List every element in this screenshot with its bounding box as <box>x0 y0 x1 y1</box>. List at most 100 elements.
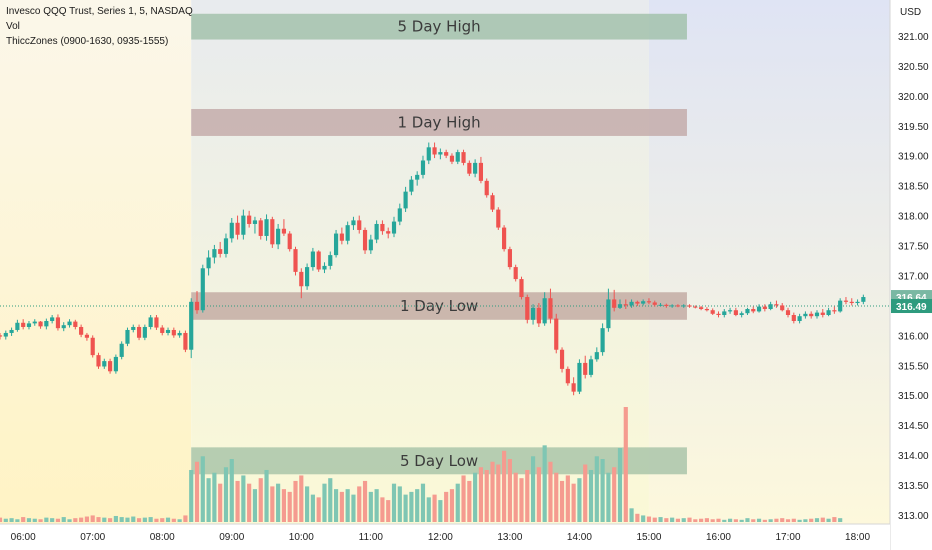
candle-body <box>473 162 478 174</box>
candle-body <box>635 301 640 304</box>
candle-body <box>194 301 200 311</box>
volume-bar <box>809 518 814 522</box>
candle-body <box>270 219 275 245</box>
candle-body <box>455 152 460 162</box>
volume-bar <box>310 494 315 522</box>
candle-body <box>84 334 89 338</box>
volume-bar <box>583 464 588 522</box>
candle-body <box>641 301 646 304</box>
candle-body <box>693 306 698 308</box>
candle-body <box>774 304 779 306</box>
session-bg-premarket <box>0 0 192 524</box>
candle-body <box>264 219 269 236</box>
price-tick-label: 315.00 <box>898 391 929 402</box>
volume-bar <box>339 491 344 522</box>
candle-body <box>345 225 350 241</box>
candle-body <box>96 355 101 367</box>
candle-body <box>160 327 165 333</box>
volume-bar <box>67 519 72 522</box>
volume-bar <box>391 483 397 522</box>
volume-bar <box>426 497 431 522</box>
candle-body <box>733 310 738 315</box>
volume-bar <box>739 519 744 522</box>
volume-bar <box>374 489 379 522</box>
candle-body <box>374 223 379 240</box>
candle-body <box>50 317 55 321</box>
candle-body <box>646 301 652 303</box>
volume-bar <box>136 518 142 522</box>
volume-bar <box>716 518 721 522</box>
volume-bar <box>21 517 26 522</box>
volume-bar <box>84 516 89 522</box>
volume-bar <box>751 519 756 522</box>
volume-bar <box>814 518 820 522</box>
candle-body <box>0 335 3 337</box>
candle-body <box>502 227 507 250</box>
volume-bar <box>733 519 738 522</box>
volume-bar <box>577 478 582 522</box>
price-tick-label: 315.50 <box>898 361 929 372</box>
volume-bar <box>44 517 49 522</box>
price-tick-label: 319.00 <box>898 152 929 163</box>
volume-bar <box>693 519 698 522</box>
volume-bar <box>113 515 118 522</box>
candle-body <box>136 326 142 338</box>
volume-bar <box>9 518 14 522</box>
legend-volume[interactable]: Vol <box>6 21 20 32</box>
candle-body <box>247 215 252 224</box>
candle-body <box>849 301 854 304</box>
volume-bar <box>756 518 762 522</box>
candle-body <box>252 220 258 224</box>
time-tick-label: 18:00 <box>845 532 870 543</box>
volume-bar <box>368 491 373 522</box>
candle-body <box>55 317 61 329</box>
candle-body <box>432 147 437 155</box>
candle-body <box>183 332 188 350</box>
candle-body <box>791 314 796 321</box>
candle-body <box>397 208 402 222</box>
volume-bar <box>832 517 837 522</box>
candle-body <box>258 220 263 236</box>
price-tick-label: 317.00 <box>898 271 929 282</box>
volume-bar <box>467 480 472 522</box>
volume-bar <box>507 459 512 522</box>
volume-bar <box>646 516 652 522</box>
time-tick-label: 06:00 <box>11 532 36 543</box>
volume-bar <box>108 518 113 522</box>
volume-bar <box>229 459 234 522</box>
candle-body <box>305 267 310 287</box>
volume-bar <box>791 518 796 522</box>
candle-body <box>739 313 744 315</box>
candle-body <box>785 310 791 315</box>
price-tick-label: 314.50 <box>898 421 929 432</box>
volume-bar <box>90 515 95 522</box>
legend-indicator[interactable]: ThiccZones (0900-1630, 0935-1555) <box>6 36 169 47</box>
candle-body <box>73 321 78 327</box>
candle-body <box>484 180 489 196</box>
candle-body <box>61 325 66 329</box>
volume-bar <box>293 480 298 522</box>
volume-bar <box>357 486 362 522</box>
candle-body <box>206 257 211 269</box>
candle-body <box>235 222 240 235</box>
candle-body <box>333 233 339 256</box>
candle-body <box>571 383 576 392</box>
volume-bar <box>432 494 437 522</box>
volume-bar <box>745 518 750 522</box>
candle-body <box>861 297 866 302</box>
candle-body <box>125 329 130 344</box>
candle-body <box>148 317 153 327</box>
volume-bar <box>38 519 43 522</box>
candle-body <box>102 361 107 367</box>
candle-body <box>855 301 860 304</box>
candle-body <box>281 228 287 234</box>
volume-bar <box>194 461 200 522</box>
volume-bar <box>171 518 176 522</box>
legend-symbol[interactable]: Invesco QQQ Trust, Series 1, 5, NASDAQ <box>6 6 193 17</box>
volume-bar <box>641 515 646 522</box>
candle-body <box>478 162 484 181</box>
price-tick-label: 318.00 <box>898 212 929 223</box>
volume-bar <box>415 489 420 522</box>
